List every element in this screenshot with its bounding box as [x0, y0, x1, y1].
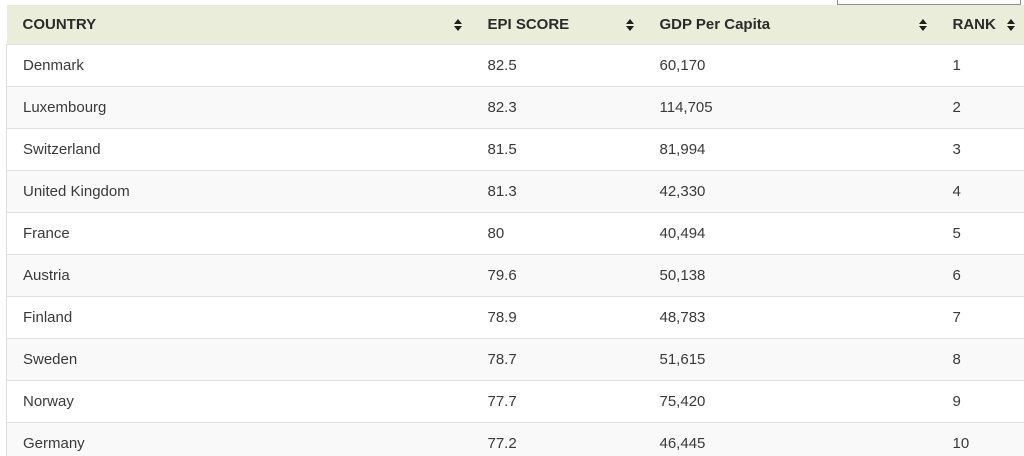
column-header-country[interactable]: COUNTRY [6, 5, 472, 45]
sort-icon[interactable] [918, 18, 927, 31]
cell-country: Switzerland [6, 128, 472, 171]
cell-gdp: 46,445 [643, 422, 937, 456]
cell-country: Sweden [6, 338, 472, 381]
cell-country: Austria [6, 254, 472, 297]
table-row: Luxembourg 82.3 114,705 2 [6, 86, 1024, 129]
cell-rank: 7 [936, 296, 1024, 339]
cell-epi-score: 81.3 [471, 170, 644, 213]
table-row: Austria 79.6 50,138 6 [6, 254, 1024, 297]
column-header-gdp[interactable]: GDP Per Capita [643, 5, 937, 45]
cell-country: France [6, 212, 472, 255]
cell-epi-score: 78.7 [471, 338, 644, 381]
cell-rank: 6 [936, 254, 1024, 297]
column-header-rank[interactable]: RANK [936, 5, 1024, 45]
cell-gdp: 114,705 [643, 86, 937, 129]
cell-epi-score: 82.5 [471, 44, 644, 87]
sort-icon[interactable] [1006, 18, 1015, 31]
cell-rank: 2 [936, 86, 1024, 129]
table-row: Finland 78.9 48,783 7 [6, 296, 1024, 339]
cell-epi-score: 78.9 [471, 296, 644, 339]
cell-rank: 8 [936, 338, 1024, 381]
column-header-gdp-label: GDP Per Capita [659, 16, 771, 33]
cell-gdp: 51,615 [643, 338, 937, 381]
cell-rank: 1 [936, 44, 1024, 87]
table-row: Denmark 82.5 60,170 1 [6, 44, 1024, 87]
cell-rank: 3 [936, 128, 1024, 171]
cell-gdp: 60,170 [643, 44, 937, 87]
table-row: Sweden 78.7 51,615 8 [6, 338, 1024, 381]
cell-rank: 4 [936, 170, 1024, 213]
cell-country: Germany [6, 422, 472, 456]
cell-epi-score: 80 [471, 212, 644, 255]
cell-gdp: 75,420 [643, 380, 937, 423]
cell-country: Finland [6, 296, 472, 339]
table-row: United Kingdom 81.3 42,330 4 [6, 170, 1024, 213]
table-row: Switzerland 81.5 81,994 3 [6, 128, 1024, 171]
cell-country: Luxembourg [6, 86, 472, 129]
cell-epi-score: 81.5 [471, 128, 644, 171]
cell-epi-score: 82.3 [471, 86, 644, 129]
cell-country: Denmark [6, 44, 472, 87]
cell-gdp: 48,783 [643, 296, 937, 339]
table-row: France 80 40,494 5 [6, 212, 1024, 255]
column-header-epi-score-label: EPI SCORE [487, 16, 570, 33]
cell-gdp: 40,494 [643, 212, 937, 255]
column-header-epi-score[interactable]: EPI SCORE [471, 5, 644, 45]
search-input[interactable] [837, 0, 1021, 5]
cell-country: United Kingdom [6, 170, 472, 213]
countries-table: COUNTRY EPI SCORE GDP Per Capita [6, 5, 1024, 456]
table-row: Germany 77.2 46,445 10 [6, 422, 1024, 456]
table-row: Norway 77.7 75,420 9 [6, 380, 1024, 423]
sort-icon[interactable] [453, 18, 462, 31]
cell-epi-score: 79.6 [471, 254, 644, 297]
cell-gdp: 50,138 [643, 254, 937, 297]
header-row: COUNTRY EPI SCORE GDP Per Capita [6, 5, 1024, 45]
column-header-country-label: COUNTRY [22, 16, 97, 33]
cell-rank: 9 [936, 380, 1024, 423]
column-header-rank-label: RANK [952, 16, 996, 33]
cell-epi-score: 77.7 [471, 380, 644, 423]
cell-epi-score: 77.2 [471, 422, 644, 456]
cell-country: Norway [6, 380, 472, 423]
cell-gdp: 81,994 [643, 128, 937, 171]
sort-icon[interactable] [625, 18, 634, 31]
cell-rank: 5 [936, 212, 1024, 255]
cell-rank: 10 [936, 422, 1024, 456]
cell-gdp: 42,330 [643, 170, 937, 213]
